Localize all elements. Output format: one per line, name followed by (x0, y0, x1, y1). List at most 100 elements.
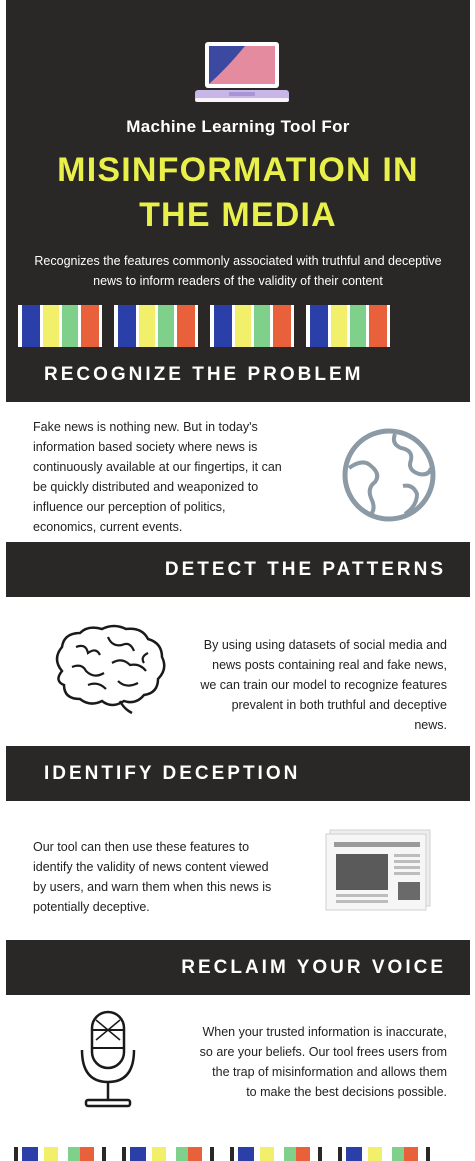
section-text-reclaim: When your trusted information is inaccur… (190, 1022, 447, 1102)
stripe-segment (59, 305, 62, 347)
stripe-segment (81, 305, 99, 347)
text-line: identify the validity of news content vi… (33, 860, 269, 874)
stripe-segment (251, 305, 254, 347)
stripe-segment (369, 305, 387, 347)
text-line: be quickly distributed and weaponized to (33, 480, 259, 494)
stripe-segment (40, 305, 43, 347)
stripe-segment (139, 305, 155, 347)
text-line: continuously available at our fingertips… (33, 460, 282, 474)
stripe-segment (346, 1147, 362, 1161)
stripe-segment (366, 305, 369, 347)
stripe-segment (118, 305, 136, 347)
stripe-segment (155, 305, 158, 347)
stripe-segment (392, 1147, 404, 1161)
stripe-segment (234, 1147, 238, 1161)
stripe-segment (214, 305, 232, 347)
stripe-segment (176, 1147, 188, 1161)
stripe-segment (306, 305, 310, 347)
stripe-segment (214, 1147, 230, 1161)
text-line: so are your beliefs. Our tool frees user… (199, 1045, 447, 1059)
stripe-segment (387, 305, 390, 347)
stripe-segment (198, 305, 210, 347)
hero-tagline-line-2: news to inform readers of the validity o… (93, 274, 383, 288)
text-line: news posts containing real and fake news… (212, 658, 447, 672)
stripe-segment (235, 305, 251, 347)
section-heading-text: IDENTIFY DECEPTION (44, 763, 301, 784)
microphone-icon (80, 1010, 136, 1108)
stripe-segment (177, 305, 195, 347)
stripe-segment (296, 1147, 310, 1161)
laptop-icon (195, 42, 289, 102)
hero-title: MISINFORMATION IN THE MEDIA (6, 148, 470, 238)
stripe-segment (195, 305, 198, 347)
stripe-segment (328, 305, 331, 347)
text-line: news. (414, 718, 447, 732)
stripe-segment (114, 305, 118, 347)
text-line: potentially deceptive. (33, 900, 150, 914)
stripe-segment (126, 1147, 130, 1161)
stripe-segment (202, 1147, 210, 1161)
stripe-segment (418, 1147, 426, 1161)
stripe-segment (254, 305, 270, 347)
text-line: prevalent in both truthful and deceptive (231, 698, 447, 712)
section-heading-reclaim: RECLAIM YOUR VOICE (6, 940, 470, 995)
stripe-segment (99, 305, 102, 347)
section-heading-detect: DETECT THE PATTERNS (6, 542, 470, 597)
stripe-segment (347, 305, 350, 347)
text-line: information based society where news is (33, 440, 258, 454)
stripe-segment (106, 1147, 122, 1161)
text-line: influence our perception of politics, (33, 500, 226, 514)
globe-icon (342, 428, 436, 522)
stripe-segment (58, 1147, 68, 1161)
stripe-segment (342, 1147, 346, 1161)
stripe-segment (270, 305, 273, 347)
stripe-segment (260, 1147, 274, 1161)
stripe-segment (174, 305, 177, 347)
hero-tagline: Recognizes the features commonly associa… (26, 251, 450, 291)
section-text-identify: Our tool can then use these features to … (33, 837, 313, 917)
stripe-segment (322, 1147, 338, 1161)
stripe-segment (382, 1147, 392, 1161)
stripe-segment (390, 305, 402, 347)
stripe-segment (18, 305, 22, 347)
text-line: by users, and warn them when this news i… (33, 880, 272, 894)
stripe-segment (368, 1147, 382, 1161)
stripe-segment (43, 305, 59, 347)
stripe-segment (130, 1147, 146, 1161)
stripe-segment (94, 1147, 102, 1161)
hero-title-line-2: THE MEDIA (139, 196, 337, 234)
section-text-detect: By using using datasets of social media … (190, 635, 447, 735)
newspaper-icon (325, 829, 431, 911)
section-heading-text: RECOGNIZE THE PROBLEM (44, 364, 364, 385)
stripe-segment (80, 1147, 94, 1161)
stripe-segment (102, 305, 114, 347)
stripe-segment (338, 1147, 342, 1161)
stripe-segment (158, 305, 174, 347)
stripe-segment (238, 1147, 254, 1161)
stripe-segment (404, 1147, 418, 1161)
brain-icon (55, 624, 166, 715)
text-line: the trap of misinformation and allows th… (212, 1065, 447, 1079)
stripe-segment (18, 1147, 22, 1161)
stripe-segment (146, 1147, 152, 1161)
stripe-segment (166, 1147, 176, 1161)
text-line: When your trusted information is inaccur… (202, 1025, 447, 1039)
stripe-segment (122, 1147, 126, 1161)
stripe-segment (136, 305, 139, 347)
stripe-segment (152, 1147, 166, 1161)
stripe-segment (430, 1147, 446, 1161)
stripe-segment (350, 305, 366, 347)
section-heading-recognize: RECOGNIZE THE PROBLEM (6, 347, 470, 402)
stripe-segment (68, 1147, 80, 1161)
section-heading-identify: IDENTIFY DECEPTION (6, 746, 470, 801)
hero-tagline-line-1: Recognizes the features commonly associa… (34, 254, 442, 268)
stripe-segment (38, 1147, 44, 1161)
stripe-segment (22, 305, 40, 347)
stripe-segment (310, 305, 328, 347)
text-line: Our tool can then use these features to (33, 840, 250, 854)
stripe-segment (284, 1147, 296, 1161)
section-text-recognize: Fake news is nothing new. But in today's… (33, 417, 333, 537)
hero-header: Machine Learning Tool For MISINFORMATION… (6, 0, 470, 347)
stripe-segment (254, 1147, 260, 1161)
hero-title-line-1: MISINFORMATION IN (57, 151, 419, 189)
